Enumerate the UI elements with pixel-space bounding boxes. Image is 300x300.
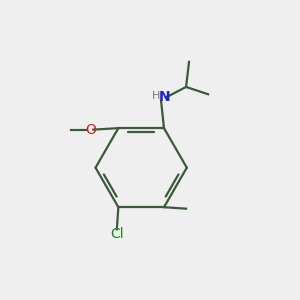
Text: N: N [159,90,170,104]
Text: H: H [152,91,160,101]
Text: O: O [85,123,96,136]
Text: Cl: Cl [110,227,124,241]
